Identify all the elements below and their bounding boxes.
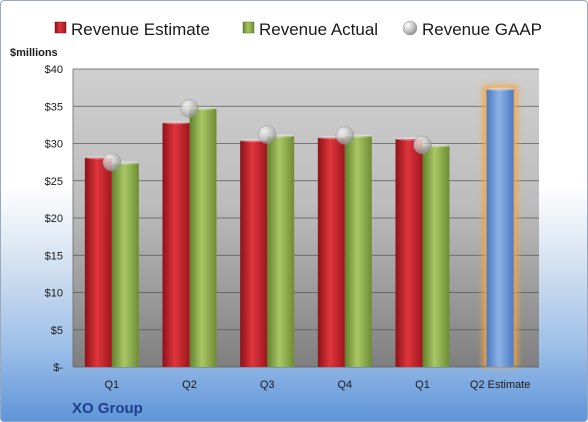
legend: Revenue Estimate Revenue Actual Revenue … [54, 20, 542, 39]
bar-revenue-estimate[interactable] [84, 156, 112, 367]
x-axis-ticks: Q1 Q2 Q3 Q4 Q1 Q2 Estimate [104, 379, 530, 391]
y-tick-label: $20 [45, 213, 63, 225]
bar-revenue-estimate[interactable] [395, 137, 423, 367]
x-tick-label: Q3 [260, 379, 275, 391]
y-tick-label: $10 [45, 288, 63, 300]
y-tick-label: $30 [45, 139, 63, 151]
gridlines [72, 68, 539, 368]
gaap-marker[interactable] [180, 99, 199, 118]
gaap-markers [102, 99, 432, 172]
bar-estimate-highlight[interactable] [486, 87, 514, 368]
bar-revenue-estimate[interactable] [240, 138, 268, 367]
y-tick-label: $40 [45, 64, 63, 76]
y-axis-unit-label: $millions [10, 47, 58, 59]
y-tick-label: $35 [45, 101, 63, 113]
y-tick-label: $- [53, 362, 63, 374]
bar-revenue-actual[interactable] [422, 144, 450, 367]
legend-swatch-red-icon [54, 21, 67, 34]
legend-label-revenue-gaap: Revenue GAAP [422, 20, 542, 39]
legend-item-revenue-actual[interactable]: Revenue Actual [242, 20, 378, 39]
x-tick-label: Q1 [415, 379, 430, 391]
y-tick-label: $15 [45, 250, 63, 262]
bar-revenue-actual[interactable] [344, 134, 372, 367]
bars [84, 85, 518, 368]
x-tick-label: Q4 [337, 379, 352, 391]
y-axis-ticks: $- $5 $10 $15 $20 $25 $30 $35 $40 [45, 64, 64, 374]
x-tick-label: Q2 Estimate [470, 379, 531, 391]
gaap-marker[interactable] [257, 125, 277, 144]
bar-revenue-actual[interactable] [189, 106, 217, 368]
bar-revenue-estimate[interactable] [317, 135, 345, 367]
legend-swatch-sphere-icon [402, 20, 418, 36]
legend-label-revenue-estimate: Revenue Estimate [71, 20, 210, 39]
x-tick-label: Q2 [182, 379, 197, 391]
y-tick-label: $5 [51, 325, 63, 337]
bar-revenue-actual[interactable] [267, 134, 295, 367]
gaap-marker[interactable] [102, 152, 122, 172]
legend-swatch-green-icon [242, 21, 255, 34]
y-tick-label: $25 [45, 176, 63, 188]
bar-revenue-estimate[interactable] [162, 121, 190, 367]
legend-label-revenue-actual: Revenue Actual [259, 20, 378, 39]
company-name: XO Group [72, 400, 143, 417]
gaap-marker[interactable] [413, 135, 432, 155]
gaap-marker[interactable] [335, 126, 355, 145]
x-tick-label: Q1 [104, 379, 119, 391]
bar-revenue-actual[interactable] [111, 161, 139, 367]
legend-item-revenue-estimate[interactable]: Revenue Estimate [54, 20, 210, 39]
legend-item-revenue-gaap[interactable]: Revenue GAAP [402, 20, 542, 39]
